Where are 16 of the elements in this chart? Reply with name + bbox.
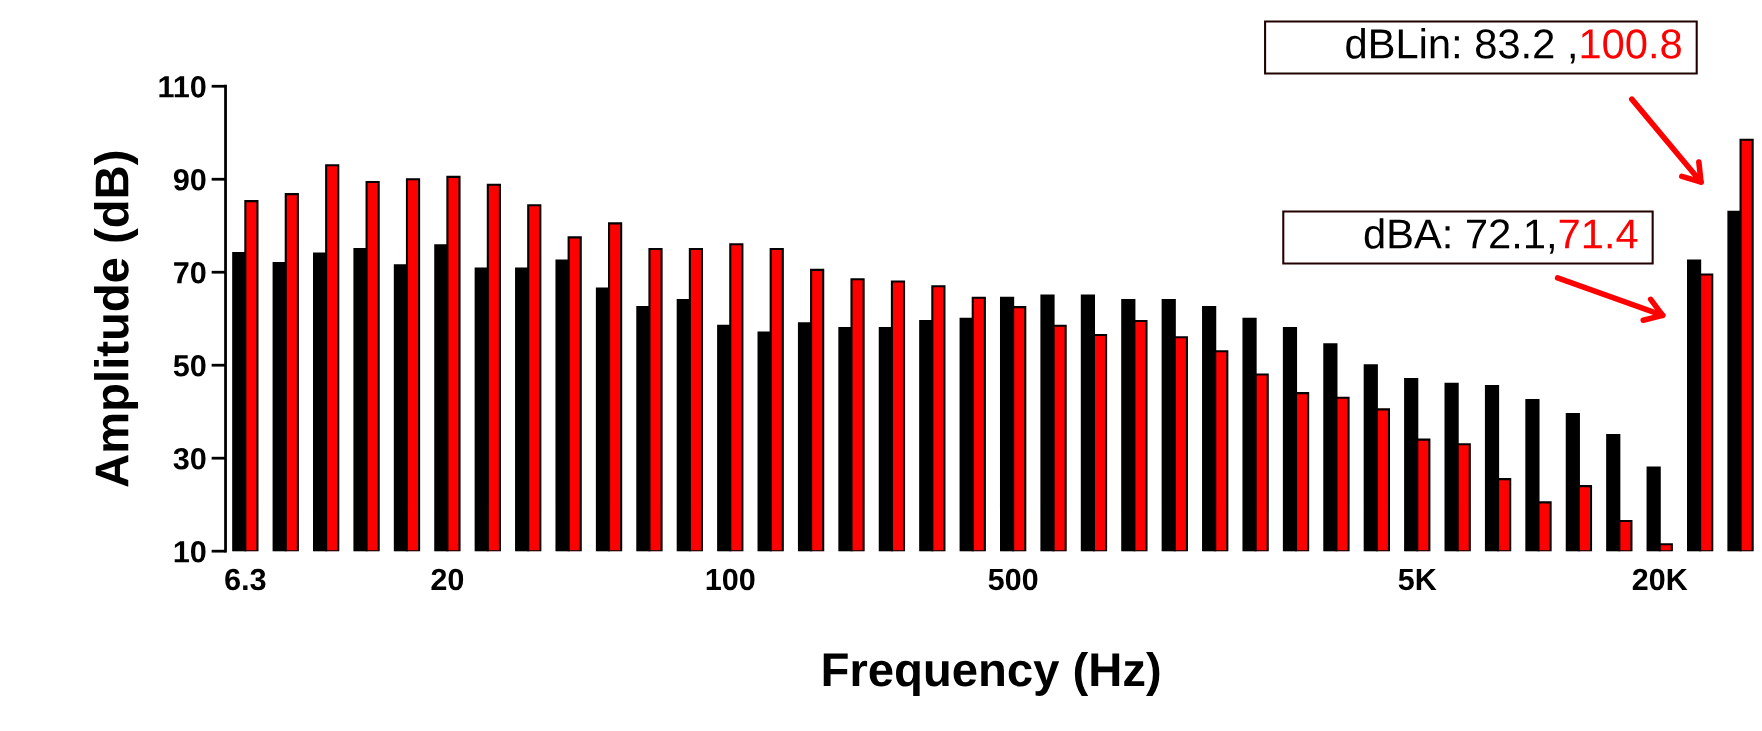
- y-tick-label: 30: [173, 447, 206, 470]
- x-tick-label: 20K: [1632, 568, 1688, 591]
- y-tick-label: 90: [173, 168, 206, 191]
- y-tick-label: 50: [173, 354, 206, 377]
- text: dBA: 72.1,71.4: [1364, 218, 1638, 254]
- y-tick-label: 10: [174, 540, 206, 563]
- x-tick-label: 500: [988, 568, 1038, 591]
- y-tick-label: 70: [174, 261, 206, 284]
- y-tick-label: 110: [159, 75, 206, 98]
- x-tick-label: 6.3: [225, 568, 266, 591]
- x-axis-title: Frequency (Hz): [823, 651, 1160, 696]
- x-tick-label: 20: [431, 568, 464, 591]
- y-axis-title: Amplitude (dB): [94, 151, 139, 487]
- x-tick-label: 5K: [1398, 568, 1437, 591]
- x-tick-label: 100: [706, 568, 755, 591]
- text: dBLin: 83.2 ,100.8: [1346, 28, 1681, 64]
